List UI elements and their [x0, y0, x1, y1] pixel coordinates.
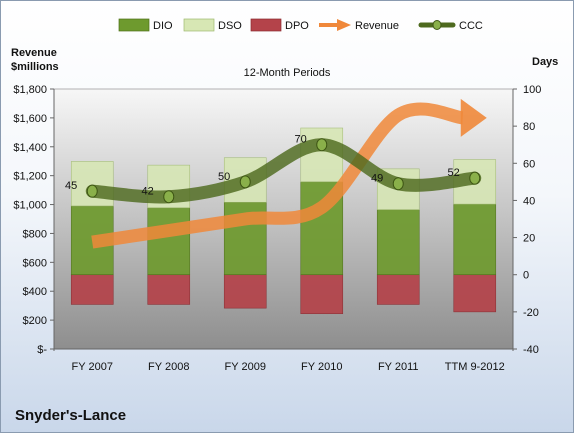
legend: DIO DSO DPO Revenue CCC: [118, 18, 483, 32]
bars: [70, 127, 497, 315]
legend-item: CCC: [418, 20, 483, 32]
legend-item: DSO: [183, 18, 242, 32]
right-tick-label: 60: [523, 158, 535, 170]
legend-item: Revenue: [319, 19, 399, 32]
legend-item: DPO: [250, 18, 309, 32]
right-tick-label: 80: [523, 121, 535, 133]
revenue-arrowhead: [460, 98, 487, 137]
left-tick-label: $1,800: [13, 84, 47, 96]
category-label: FY 2007: [72, 361, 113, 373]
ccc-point: [163, 190, 175, 204]
bar-dpo: [376, 274, 420, 305]
legend-swatch: [250, 18, 282, 32]
category-label: TTM 9-2012: [445, 361, 505, 373]
left-axis-title-line2: $millions: [11, 61, 59, 73]
legend-swatch: [183, 18, 215, 32]
bar-dpo: [300, 274, 344, 315]
category-label: FY 2008: [148, 361, 189, 373]
category-label: FY 2009: [225, 361, 266, 373]
bar-dio: [376, 209, 420, 276]
legend-label: CCC: [459, 20, 483, 32]
right-tick-label: 100: [523, 84, 541, 96]
legend-label: Revenue: [355, 20, 399, 32]
left-tick-label: $1,000: [13, 200, 47, 212]
legend-label: DSO: [218, 20, 242, 32]
left-axis-ticks: $- $200 $400 $600 $800 $1,000 $1,200 $1,400 $1,6…: [13, 84, 54, 356]
revenue-line: [91, 102, 464, 249]
left-tick-label: $200: [23, 315, 47, 327]
ccc-data-label: 50: [218, 171, 230, 183]
left-tick-label: $1,400: [13, 142, 47, 154]
left-tick-label: $-: [37, 344, 47, 356]
company-name: Snyder's-Lance: [15, 407, 127, 424]
bar-dpo: [223, 274, 267, 309]
bar-dpo: [147, 274, 191, 305]
bar-dso: [70, 161, 114, 207]
ccc-data-label: 70: [295, 134, 307, 146]
chart-title: 12-Month Periods: [244, 67, 331, 79]
ccc-data-label: 52: [448, 167, 460, 179]
bar-dio: [453, 203, 497, 276]
category-labels: FY 2007 FY 2008 FY 2009 FY 2010 FY 2011 TTM 9…: [72, 361, 505, 373]
category-label: FY 2011: [378, 361, 419, 373]
ccc-data-label: 42: [142, 186, 154, 198]
left-tick-label: $600: [23, 257, 47, 269]
ccc-point: [86, 184, 98, 198]
left-tick-label: $1,200: [13, 171, 47, 183]
left-tick-label: $800: [23, 228, 47, 240]
legend-label: DIO: [153, 20, 173, 32]
ccc-data-label: 49: [371, 173, 383, 185]
legend-item: DIO: [118, 18, 173, 32]
ccc-series: 45 42 50 70 49 52: [65, 134, 482, 204]
left-tick-label: $400: [23, 286, 47, 298]
ccc-point: [469, 171, 481, 185]
left-tick-label: $1,600: [13, 113, 47, 125]
right-tick-label: 0: [523, 270, 529, 282]
legend-label: DPO: [285, 20, 309, 32]
right-axis-ticks: -40 -20 0 20 40 60 80 100: [513, 84, 541, 356]
right-tick-label: 20: [523, 233, 535, 245]
legend-arrowhead: [337, 19, 351, 31]
category-label: FY 2010: [301, 361, 342, 373]
ccc-point: [392, 177, 404, 191]
right-tick-label: -40: [523, 344, 539, 356]
right-tick-label: 40: [523, 195, 535, 207]
ccc-data-label: 45: [65, 180, 77, 192]
bar-dpo: [70, 274, 114, 305]
right-tick-label: -20: [523, 307, 539, 319]
bar-dio: [147, 207, 191, 276]
bar-dpo: [453, 274, 497, 313]
left-axis-title-line1: Revenue: [11, 47, 57, 59]
revenue-series: [91, 98, 487, 249]
right-axis-title: Days: [532, 56, 558, 68]
ccc-point: [316, 138, 328, 152]
legend-swatch: [118, 18, 150, 32]
legend-marker: [432, 20, 442, 30]
ccc-point: [239, 175, 251, 189]
